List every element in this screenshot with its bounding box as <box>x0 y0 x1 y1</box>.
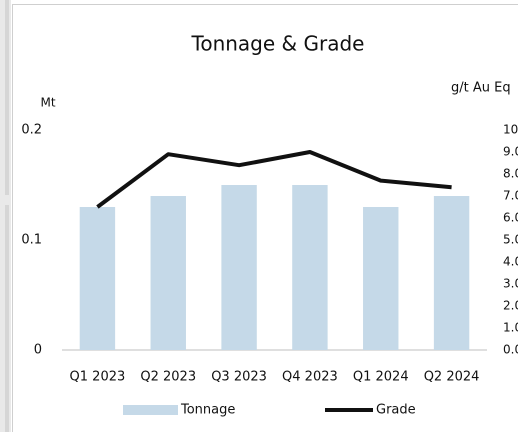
bar <box>79 207 116 350</box>
side-block <box>5 205 9 432</box>
y2-tick-label: 7.0 <box>503 189 518 203</box>
side-block <box>5 0 9 195</box>
y2-tick-label: 1.0 <box>503 321 518 335</box>
y2-tick-label: 2.0 <box>503 299 518 313</box>
y2-tick-label: 3.0 <box>503 277 518 291</box>
x-tick-label: Q3 2023 <box>211 370 267 385</box>
y2-axis-label: g/t Au Eq <box>451 81 511 96</box>
y2-tick-label: 9.0 <box>503 145 518 159</box>
y-tick-label: 0 <box>34 343 42 358</box>
y2-tick-label: 8.0 <box>503 167 518 181</box>
bar <box>433 196 470 350</box>
y2-tick-label: 6.0 <box>503 211 518 225</box>
legend-label: Grade <box>376 403 416 418</box>
y-tick-label: 0.1 <box>21 233 42 248</box>
x-tick-label: Q1 2023 <box>70 370 126 385</box>
y2-tick-label: 4.0 <box>503 255 518 269</box>
y2-tick-label: 10.0 <box>503 123 518 137</box>
bar <box>221 185 257 350</box>
x-tick-label: Q4 2023 <box>282 370 338 385</box>
bar <box>292 185 328 350</box>
y2-tick-label: 0.0 <box>503 343 518 357</box>
legend-label: Tonnage <box>180 403 235 418</box>
x-tick-label: Q2 2024 <box>424 370 480 385</box>
line <box>96 150 452 209</box>
y-tick-label: 0.2 <box>21 123 42 138</box>
legend-swatch <box>123 405 178 415</box>
y2-tick-label: 5.0 <box>503 233 518 247</box>
bar <box>150 196 186 350</box>
y-axis-label: Mt <box>40 96 55 110</box>
x-tick-label: Q1 2024 <box>353 370 409 385</box>
bar <box>363 207 399 350</box>
x-tick-label: Q2 2023 <box>140 370 196 385</box>
chart-title: Tonnage & Grade <box>191 32 365 56</box>
